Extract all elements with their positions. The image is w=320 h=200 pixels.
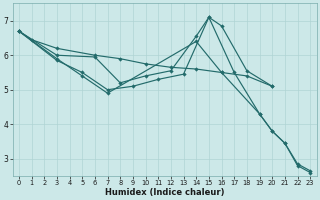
X-axis label: Humidex (Indice chaleur): Humidex (Indice chaleur) — [105, 188, 224, 197]
